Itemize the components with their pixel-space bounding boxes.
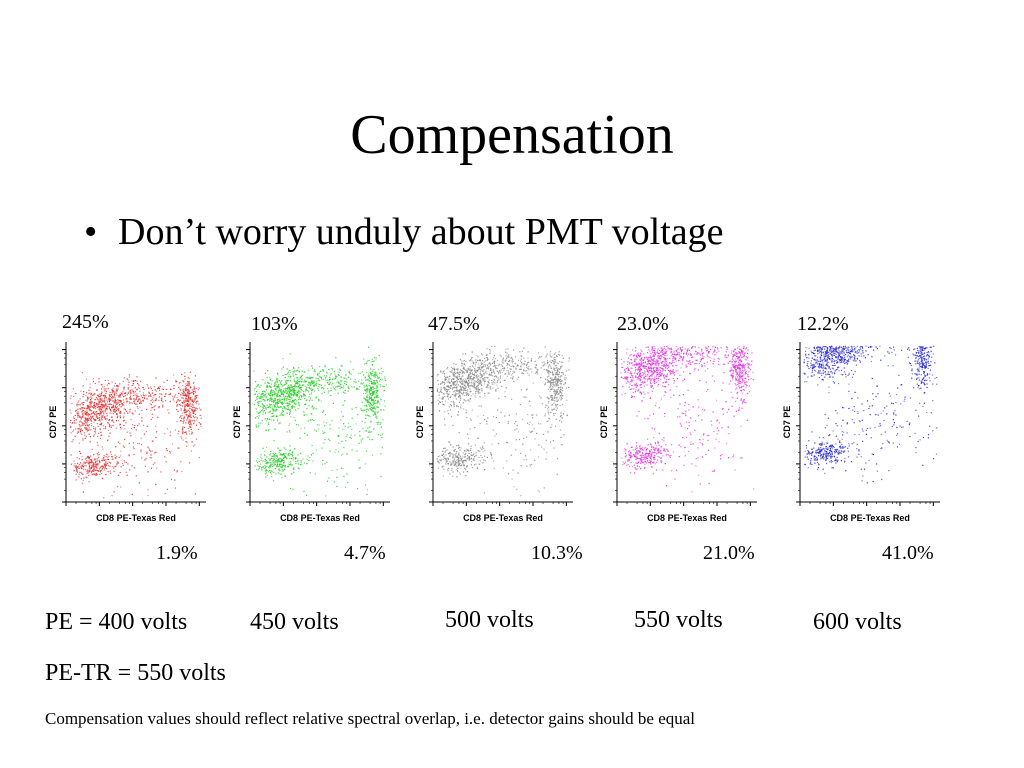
dot-plot-3: CD8 PE-Texas Red CD7 PE xyxy=(413,336,585,528)
top-percent-2: 103% xyxy=(251,313,298,335)
dot-plot-2: CD8 PE-Texas Red CD7 PE xyxy=(230,336,402,528)
x-axis-label: CD8 PE-Texas Red xyxy=(830,513,910,523)
volts-label-1: PE = 400 volts xyxy=(45,609,188,635)
dot-plot-5: CD8 PE-Texas Red CD7 PE xyxy=(780,336,952,528)
footnote: Compensation values should reflect relat… xyxy=(45,709,696,728)
y-axis-label: CD7 PE xyxy=(782,406,792,439)
volts-label-2: 450 volts xyxy=(250,609,339,635)
y-axis-label: CD7 PE xyxy=(415,406,425,439)
dot-plot-4: CD8 PE-Texas Red CD7 PE xyxy=(597,336,769,528)
bottom-percent-1: 1.9% xyxy=(156,542,198,564)
bottom-percent-3: 10.3% xyxy=(531,542,583,564)
volts-label-3: 500 volts xyxy=(445,607,534,633)
x-axis-label: CD8 PE-Texas Red xyxy=(280,513,360,523)
bullet-text: Don’t worry unduly about PMT voltage xyxy=(118,211,724,253)
top-percent-4: 23.0% xyxy=(617,313,669,335)
top-percent-3: 47.5% xyxy=(428,313,480,335)
x-axis-label: CD8 PE-Texas Red xyxy=(96,513,176,523)
volts-label-4: 550 volts xyxy=(634,607,723,633)
bottom-percent-4: 21.0% xyxy=(703,542,755,564)
dot-plot-1: CD8 PE-Texas Red CD7 PE xyxy=(46,336,218,528)
top-percent-5: 12.2% xyxy=(797,313,849,335)
volts-label-5: 600 volts xyxy=(813,609,902,635)
bottom-percent-2: 4.7% xyxy=(344,542,386,564)
top-percent-1: 245% xyxy=(62,311,109,333)
y-axis-label: CD7 PE xyxy=(599,406,609,439)
y-axis-label: CD7 PE xyxy=(48,406,58,439)
pe-tr-volts: PE-TR = 550 volts xyxy=(45,660,226,686)
bottom-percent-5: 41.0% xyxy=(882,542,934,564)
slide-title: Compensation xyxy=(350,104,674,166)
y-axis-label: CD7 PE xyxy=(232,406,242,439)
bullet-marker: • xyxy=(84,211,98,253)
x-axis-label: CD8 PE-Texas Red xyxy=(463,513,543,523)
x-axis-label: CD8 PE-Texas Red xyxy=(647,513,727,523)
bullet-point: • Don’t worry unduly about PMT voltage xyxy=(84,208,724,256)
